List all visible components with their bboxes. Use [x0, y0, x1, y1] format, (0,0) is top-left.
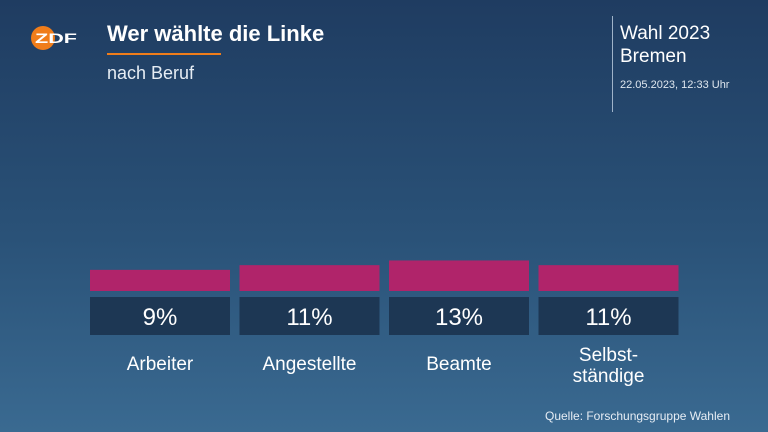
- bar-1: [90, 269, 230, 291]
- bar-4: [538, 265, 679, 291]
- source-note: Quelle: Forschungsgruppe Wahlen: [545, 409, 730, 423]
- chart-subtitle: nach Beruf: [107, 63, 195, 83]
- header-divider: [612, 16, 613, 112]
- election-region: Bremen: [620, 46, 687, 67]
- title-underline: [107, 53, 221, 55]
- timestamp: 22.05.2023, 12:33 Uhr: [620, 79, 730, 91]
- value-box-3: [389, 297, 529, 335]
- bar-3: [389, 260, 529, 291]
- category-label-2: Angestellte: [262, 354, 356, 375]
- zdf-logo: ZDF: [31, 26, 78, 50]
- category-label-4: Selbst-ständige: [573, 345, 645, 387]
- election-info: Wahl 2023 Bremen: [620, 22, 710, 68]
- data-label-3: 13%: [435, 304, 483, 331]
- value-box-4: [538, 297, 679, 335]
- election-name: Wahl 2023: [620, 23, 711, 44]
- value-box-1: [90, 297, 230, 335]
- zdf-logo-circle: [31, 26, 55, 50]
- data-label-4: 11%: [585, 304, 631, 331]
- category-label-1: Arbeiter: [127, 354, 194, 375]
- category-label-3: Beamte: [426, 354, 491, 375]
- bar-2: [239, 265, 380, 291]
- zdf-logo-text: ZDF: [35, 30, 78, 46]
- data-label-2: 11%: [286, 304, 332, 331]
- chart-title: Wer wählte die Linke: [107, 21, 325, 46]
- data-label-1: 9%: [143, 304, 178, 331]
- value-box-2: [239, 297, 380, 335]
